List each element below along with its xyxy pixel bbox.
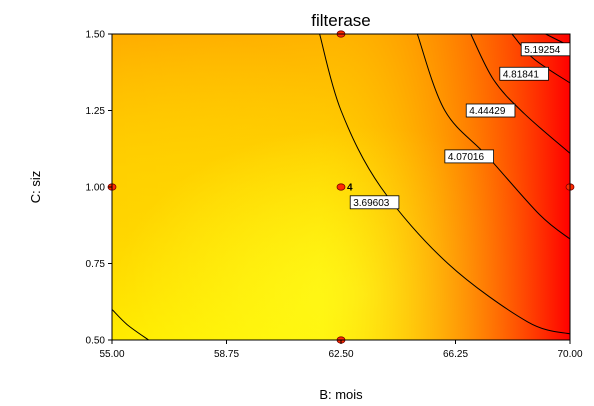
contour-label: 3.69603 bbox=[349, 195, 400, 210]
contour-label-box bbox=[465, 103, 516, 118]
contour-label-text: 4.44429 bbox=[469, 106, 506, 117]
contour-label-box bbox=[444, 149, 494, 164]
contour-label-text: 3.69603 bbox=[353, 198, 390, 209]
contour-line bbox=[111, 309, 149, 341]
y-axis-label: C: siz bbox=[28, 171, 43, 204]
x-axis-label: B: mois bbox=[319, 387, 363, 402]
x-tick-label: 70.00 bbox=[557, 349, 582, 360]
contour-label: 4.44429 bbox=[465, 103, 516, 118]
y-tick-label: 1.25 bbox=[86, 106, 106, 117]
y-tick-label: 0.50 bbox=[86, 336, 106, 347]
y-tick-label: 0.75 bbox=[86, 259, 106, 270]
contour-labels: 3.69603 4.07016 4.44429 4.81841 5.19254 bbox=[349, 42, 571, 210]
x-tick-label: 55.00 bbox=[99, 349, 124, 360]
y-axis-ticks: 0.50 0.75 1.00 1.25 1.50 bbox=[86, 30, 112, 347]
design-point-count: 4 bbox=[347, 183, 353, 194]
contour-label: 4.07016 bbox=[444, 149, 494, 164]
contour-label-text: 5.19254 bbox=[524, 45, 561, 56]
x-axis-ticks: 55.00 58.75 62.50 66.25 70.00 bbox=[99, 340, 583, 360]
contour-label-text: 4.81841 bbox=[503, 69, 540, 80]
design-point bbox=[336, 183, 346, 191]
contour-line bbox=[470, 33, 571, 154]
contour-label: 4.81841 bbox=[499, 66, 549, 81]
chart-title: filterase bbox=[311, 11, 371, 30]
x-tick-label: 62.50 bbox=[328, 349, 353, 360]
contour-line bbox=[319, 33, 571, 335]
y-tick-label: 1.50 bbox=[86, 30, 106, 41]
contour-line bbox=[511, 33, 571, 84]
contour-label: 5.19254 bbox=[520, 42, 571, 57]
x-tick-label: 58.75 bbox=[214, 349, 239, 360]
contour-label-box bbox=[499, 66, 549, 81]
x-tick-label: 66.25 bbox=[443, 349, 468, 360]
contour-label-text: 4.07016 bbox=[448, 152, 485, 163]
y-tick-label: 1.00 bbox=[86, 183, 106, 194]
contour-label-box bbox=[349, 195, 400, 210]
